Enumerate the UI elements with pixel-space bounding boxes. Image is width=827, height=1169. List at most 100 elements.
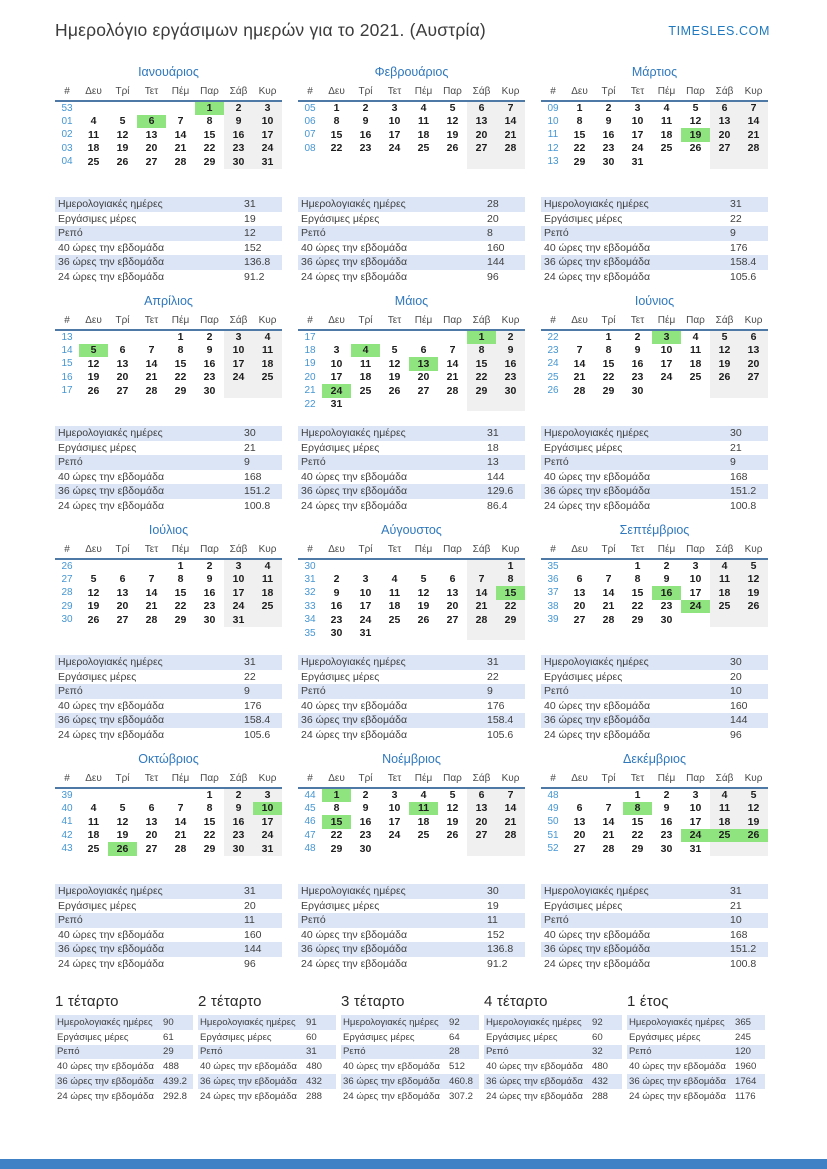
holiday-day-cell: 3 xyxy=(652,330,681,344)
holiday-day-cell: 24 xyxy=(681,599,710,613)
stat-row: Ρεπό 11 xyxy=(298,913,525,928)
empty-day-cell xyxy=(380,398,409,412)
stat-row: Ημερολογιακές ημέρες 30 xyxy=(298,884,525,899)
day-cell: 5 xyxy=(90,573,97,586)
day-cell: 17 xyxy=(224,357,253,371)
day-cell: 25 xyxy=(253,599,282,613)
day-cell: 19 xyxy=(446,128,459,141)
week-row: 18 3 4 5 6 7 8 9 xyxy=(298,343,525,357)
day-header-row: # Δευ Τρί Τετ Πέμ Παρ Σάβ Κυρ xyxy=(55,772,282,789)
empty-day-cell xyxy=(322,330,351,344)
week-row: 26 1 2 3 4 xyxy=(55,559,282,573)
week-row: 12 22 23 24 25 26 27 28 xyxy=(541,141,768,155)
day-cell: 8 xyxy=(333,115,340,128)
stat-label: Ημερολογιακές ημέρες xyxy=(58,885,163,898)
day-cell: 13 xyxy=(467,114,496,128)
week-row: 38 20 21 22 23 24 25 26 xyxy=(541,599,768,613)
stat-row: 40 ώρες την εβδομάδα 152 xyxy=(55,241,282,256)
empty-day-cell xyxy=(380,559,409,573)
day-cell: 6 xyxy=(739,330,768,344)
week-row: 35 30 31 xyxy=(298,626,525,640)
week-row: 39 27 28 29 30 xyxy=(541,613,768,627)
empty-day-cell xyxy=(565,330,594,344)
weekday-header: Κυρ xyxy=(739,314,768,331)
summary-title: 4 τέταρτο xyxy=(484,993,548,1010)
week-row: 04 25 26 27 28 29 30 31 xyxy=(55,155,282,169)
month-calendar-area: # Δευ Τρί Τετ Πέμ Παρ Σάβ Κυρ 09 1 2 3 4 5 6 7 10 8 9 10 11… xyxy=(541,85,768,183)
stat-value: 292.8 xyxy=(163,1090,188,1102)
week-number: 13 xyxy=(61,331,73,343)
stat-value: 21 xyxy=(730,441,742,454)
month-block: Ιανουάριος # Δευ Τρί Τετ Πέμ Παρ Σάβ Κυρ 53 1 2 3 0… xyxy=(55,65,282,284)
day-cell: 10 xyxy=(689,802,702,815)
day-cell: 18 xyxy=(388,600,401,613)
empty-day-cell xyxy=(739,613,768,627)
week-row: 19 10 11 12 13 14 15 16 xyxy=(298,357,525,371)
empty-day-cell xyxy=(710,384,739,398)
weekday-header: Δευ xyxy=(79,314,108,331)
day-cell: 1 xyxy=(576,102,583,115)
day-cell: 13 xyxy=(710,114,739,128)
empty-day-cell xyxy=(351,559,380,573)
day-cell: 15 xyxy=(174,357,187,370)
day-cell: 24 xyxy=(388,829,401,842)
week-number: 39 xyxy=(61,789,73,801)
week-row: 09 1 2 3 4 5 6 7 xyxy=(541,101,768,115)
day-cell: 9 xyxy=(496,343,525,357)
day-cell: 28 xyxy=(739,141,768,155)
stat-row: Εργάσιμες μέρες 20 xyxy=(55,899,282,914)
day-cell: 25 xyxy=(689,371,702,384)
day-cell: 12 xyxy=(87,586,100,599)
week-row: 28 12 13 14 15 16 17 18 xyxy=(55,586,282,600)
day-cell: 22 xyxy=(174,371,187,384)
weekday-header: Τετ xyxy=(623,85,652,102)
week-column-header: # xyxy=(298,85,322,102)
stat-row: 36 ώρες την εβδομάδα 432 xyxy=(198,1074,336,1089)
day-cell: 17 xyxy=(631,128,644,141)
day-cell: 14 xyxy=(496,801,525,815)
weekday-header: Πέμ xyxy=(652,543,681,560)
day-cell: 28 xyxy=(467,613,496,627)
stat-label: 36 ώρες την εβδομάδα xyxy=(544,256,651,269)
month-calendar: # Δευ Τρί Τετ Πέμ Παρ Σάβ Κυρ 05 1 2 3 4 5 6 7 06 8 9 10 11… xyxy=(298,85,525,169)
stat-row: Ημερολογιακές ημέρες 365 xyxy=(627,1015,765,1030)
day-cell: 19 xyxy=(446,815,459,828)
day-cell: 19 xyxy=(710,357,739,371)
weekday-header: Κυρ xyxy=(739,772,768,789)
week-number: 30 xyxy=(304,560,316,572)
day-cell: 6 xyxy=(710,101,739,115)
week-row: 32 9 10 11 12 13 14 15 xyxy=(298,586,525,600)
stat-label: Ρεπό xyxy=(629,1046,652,1058)
stat-label: 36 ώρες την εβδομάδα xyxy=(486,1076,583,1088)
stat-row: 24 ώρες την εβδομάδα 292.8 xyxy=(55,1089,193,1104)
day-header-row: # Δευ Τρί Τετ Πέμ Παρ Σάβ Κυρ xyxy=(298,85,525,102)
week-row: 02 11 12 13 14 15 16 17 xyxy=(55,128,282,142)
month-stats-table: Ημερολογιακές ημέρες 31 Εργάσιμες μέρες 22 Ρ… xyxy=(298,655,525,742)
stat-value: 432 xyxy=(592,1076,609,1088)
week-row: 34 23 24 25 26 27 28 29 xyxy=(298,613,525,627)
week-row: 14 5 6 7 8 9 10 11 xyxy=(55,343,282,357)
day-cell: 20 xyxy=(467,815,496,829)
stat-label: 24 ώρες την εβδομάδα xyxy=(301,270,408,283)
day-cell: 19 xyxy=(87,600,100,613)
day-cell: 14 xyxy=(145,586,158,599)
empty-day-cell xyxy=(565,559,594,573)
day-cell: 3 xyxy=(253,101,282,115)
stat-row: 36 ώρες την εβδομάδα 151.2 xyxy=(541,484,768,499)
stat-label: 24 ώρες την εβδομάδα xyxy=(343,1090,440,1102)
empty-day-cell xyxy=(166,101,195,115)
day-cell: 24 xyxy=(224,370,253,384)
day-cell: 20 xyxy=(467,128,496,142)
stat-value: 19 xyxy=(244,212,256,225)
summary-title: 3 τέταρτο xyxy=(341,993,405,1010)
day-cell: 6 xyxy=(449,573,456,586)
day-cell: 15 xyxy=(602,357,615,370)
weekday-header: Τρί xyxy=(108,543,137,560)
holiday-day-cell: 25 xyxy=(710,828,739,842)
day-cell: 11 xyxy=(710,572,739,586)
stat-row: 24 ώρες την εβδομάδα 91.2 xyxy=(298,957,525,972)
day-cell: 13 xyxy=(573,815,586,828)
stat-label: Εργάσιμες μέρες xyxy=(343,1031,415,1043)
brand-link[interactable]: TIMESLES.COM xyxy=(668,24,770,38)
day-cell: 14 xyxy=(174,128,187,141)
